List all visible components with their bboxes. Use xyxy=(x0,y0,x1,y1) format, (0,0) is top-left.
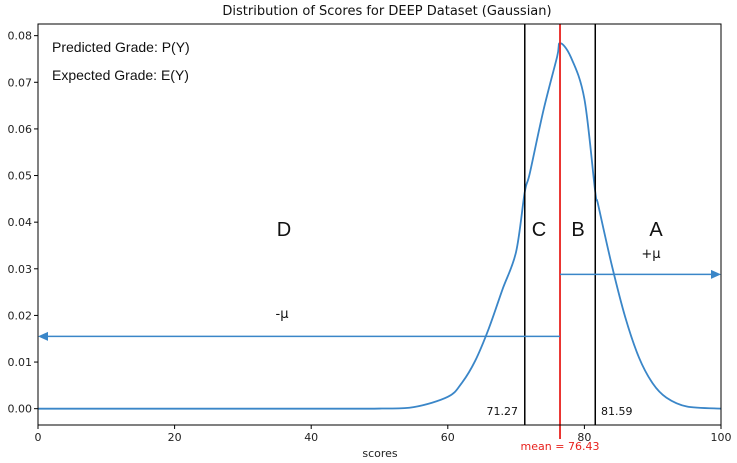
y-tick-label: 0.08 xyxy=(8,30,33,43)
plot-frame xyxy=(37,23,722,426)
y-tick-label: 0.00 xyxy=(8,403,33,416)
y-tick-label: 0.02 xyxy=(8,309,33,322)
y-tick-label: 0.03 xyxy=(8,263,33,276)
gaussian-curve xyxy=(37,42,722,410)
predicted-grade-text: Predicted Grade: P(Y) xyxy=(52,39,190,55)
x-tick-label: 60 xyxy=(441,431,455,444)
minus-mu-label: -μ xyxy=(276,307,289,322)
minus-mu-arrow-head xyxy=(38,331,48,341)
grade-b-label: B xyxy=(571,219,584,241)
grade-a-label: A xyxy=(649,219,663,241)
x-tick-label: 100 xyxy=(711,431,732,444)
y-axis: 0.00 0.01 0.02 0.03 0.04 0.05 0.06 0.07 0.08 xyxy=(8,30,38,416)
grade-c-label: C xyxy=(532,219,546,241)
x-axis-label: scores xyxy=(362,447,398,460)
plus-mu-label: +μ xyxy=(641,247,660,262)
x-tick-label: 20 xyxy=(168,431,182,444)
lower-bound-label: 71.27 xyxy=(487,405,519,418)
upper-bound-label: 81.59 xyxy=(601,405,633,418)
x-tick-label: 0 xyxy=(35,431,42,444)
x-axis: 0 20 40 60 80 100 xyxy=(35,425,732,444)
x-tick-label: 80 xyxy=(577,431,591,444)
y-tick-label: 0.06 xyxy=(8,123,33,136)
expected-grade-text: Expected Grade: E(Y) xyxy=(52,67,189,83)
x-tick-label: 40 xyxy=(304,431,318,444)
y-tick-label: 0.01 xyxy=(8,356,33,369)
y-tick-label: 0.05 xyxy=(8,170,33,183)
y-tick-label: 0.07 xyxy=(8,76,33,89)
plot-area xyxy=(37,24,722,439)
mean-label: mean = 76.43 xyxy=(521,440,600,453)
plus-mu-arrow-head xyxy=(711,269,721,279)
chart-title: Distribution of Scores for DEEP Dataset … xyxy=(222,4,551,19)
grade-d-label: D xyxy=(277,219,291,241)
y-tick-label: 0.04 xyxy=(8,216,33,229)
